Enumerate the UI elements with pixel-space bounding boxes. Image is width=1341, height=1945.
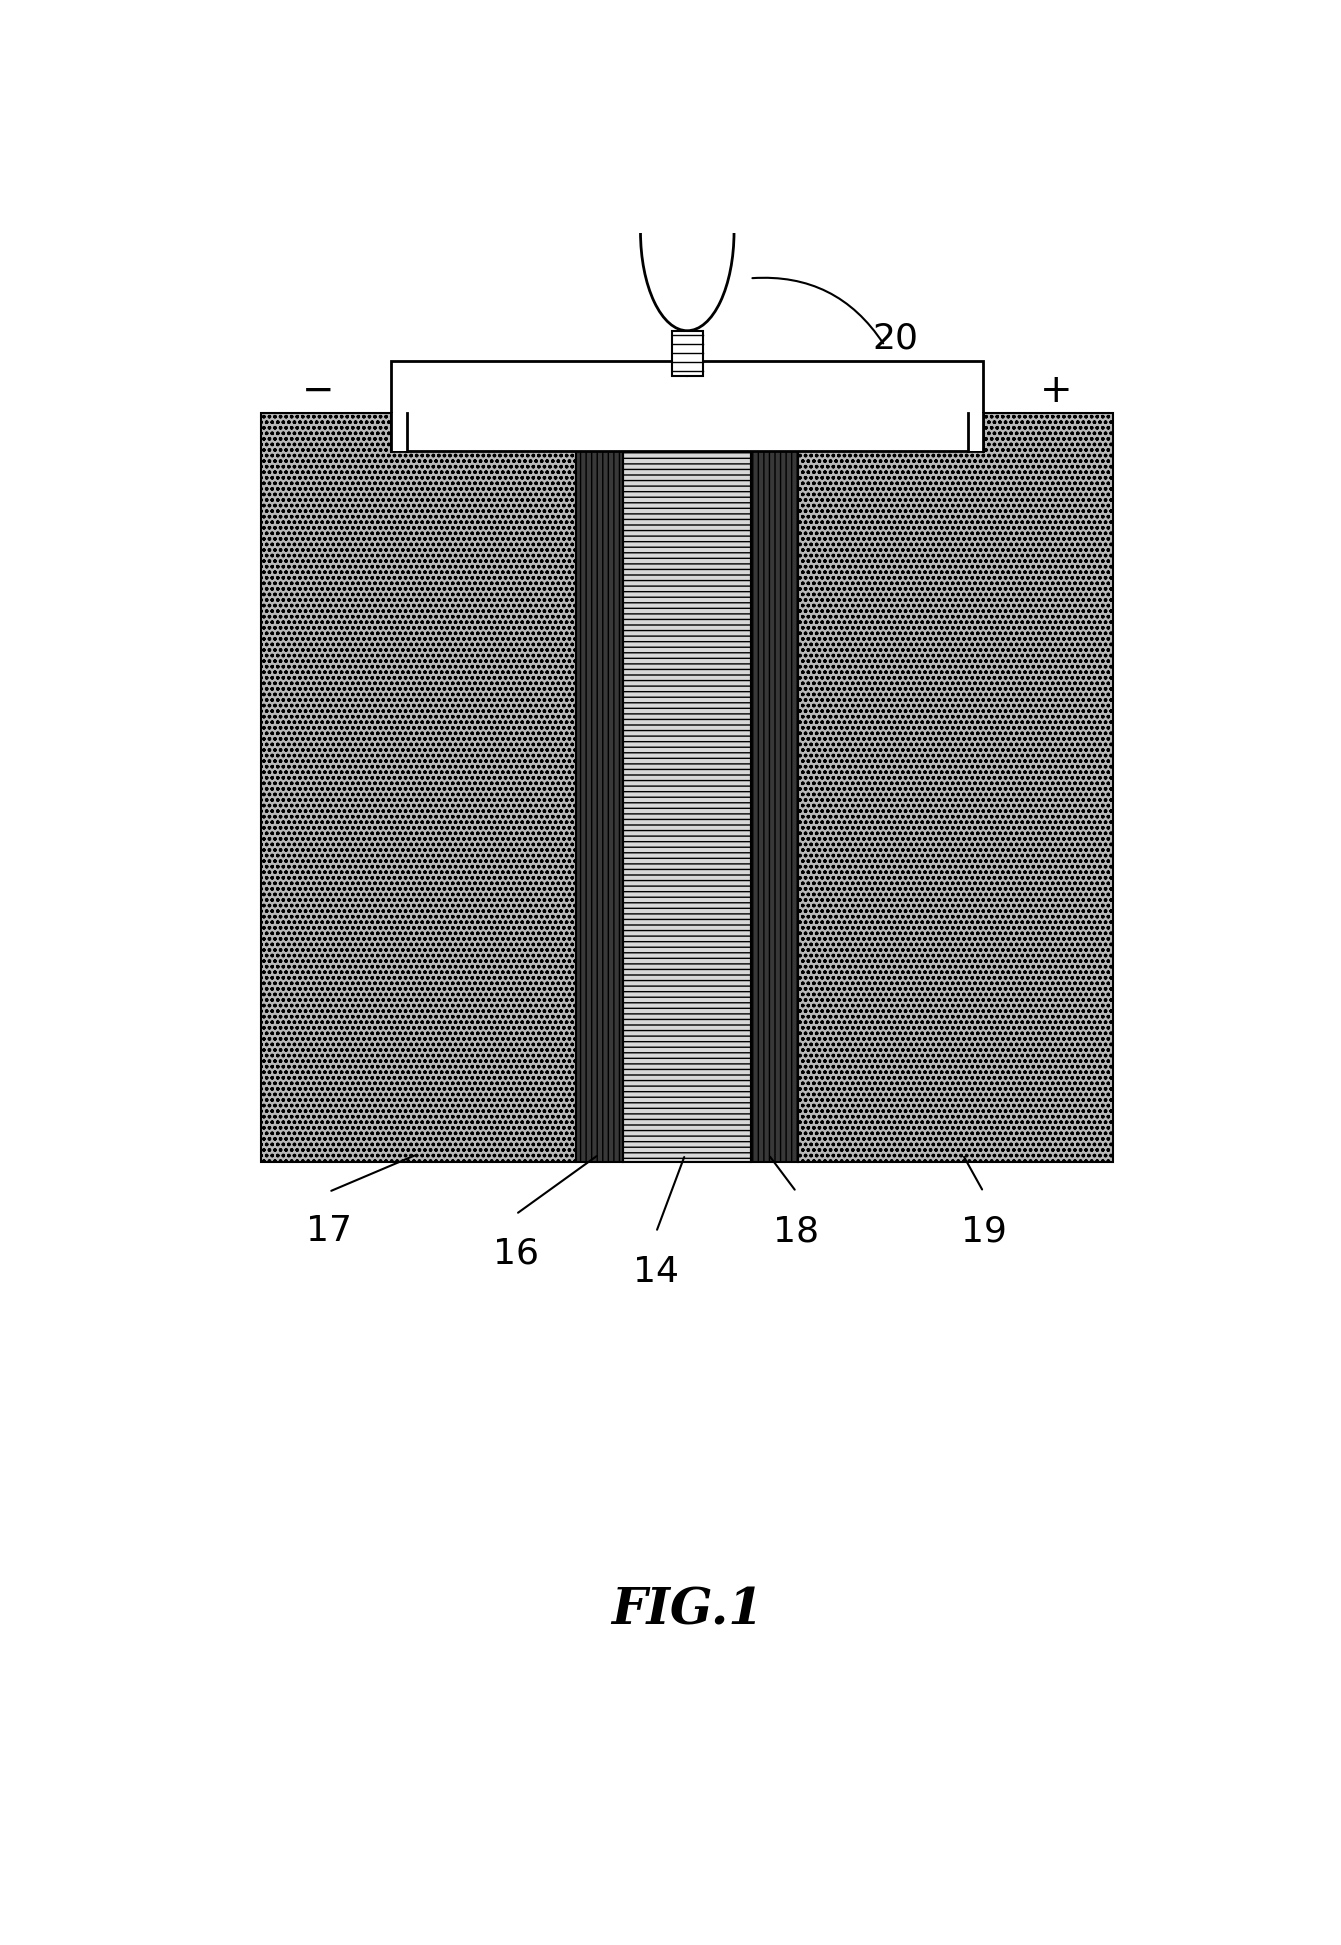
Bar — [751, 412, 798, 1161]
Bar — [968, 412, 983, 451]
Bar — [577, 412, 624, 1161]
Text: +: + — [1039, 371, 1073, 410]
Text: −: − — [302, 371, 335, 410]
Bar — [392, 360, 983, 451]
Text: 14: 14 — [633, 1255, 679, 1290]
Bar — [672, 331, 703, 375]
Bar — [392, 412, 406, 451]
Bar — [261, 412, 577, 1161]
Bar — [798, 412, 1113, 1161]
Text: 17: 17 — [306, 1214, 351, 1249]
Text: 19: 19 — [960, 1214, 1006, 1249]
Bar — [624, 412, 751, 1161]
Text: 16: 16 — [492, 1237, 539, 1270]
Text: FIG.1: FIG.1 — [611, 1587, 763, 1636]
Ellipse shape — [641, 132, 734, 331]
Text: 18: 18 — [774, 1214, 819, 1249]
Text: 20: 20 — [872, 321, 919, 356]
